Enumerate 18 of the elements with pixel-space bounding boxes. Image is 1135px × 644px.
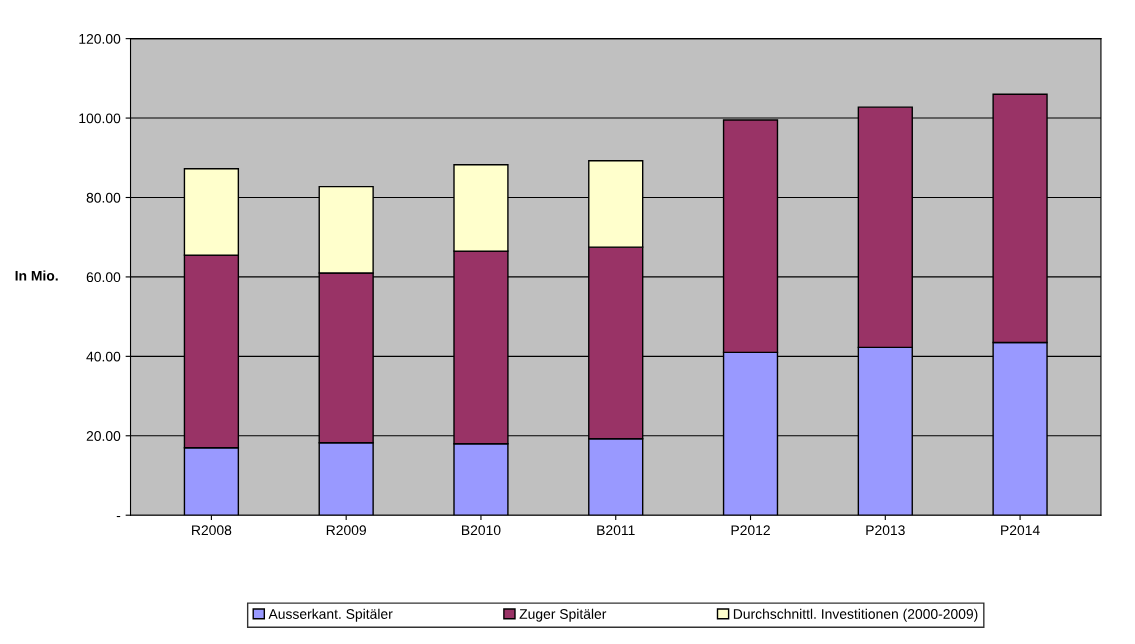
y-tick-label: 120.00 [79,33,121,44]
x-tick-label: R2009 [326,525,366,536]
y-axis-title: In Mio. [15,270,58,281]
legend-label: Durchschnittl. Investitionen (2000-2009) [733,608,978,622]
legend-label: Ausserkant. Spitäler [268,608,393,622]
x-tick-label: R2008 [192,525,232,536]
x-tick-label: B2011 [597,525,635,536]
y-tick-label: 20.00 [86,431,121,441]
y-tick-label: 80.00 [86,192,121,203]
x-tick-label: P2013 [866,525,905,536]
x-tick-label: P2012 [731,525,770,536]
y-tick-label: - [116,516,121,518]
legend-label: Zuger Spitäler [519,608,607,622]
x-tick-label: B2010 [462,525,501,536]
x-tick-label: P2014 [1001,525,1040,536]
y-tick-label: 60.00 [86,272,121,283]
y-tick-label: 40.00 [86,351,121,362]
y-tick-label: 100.00 [79,113,121,124]
